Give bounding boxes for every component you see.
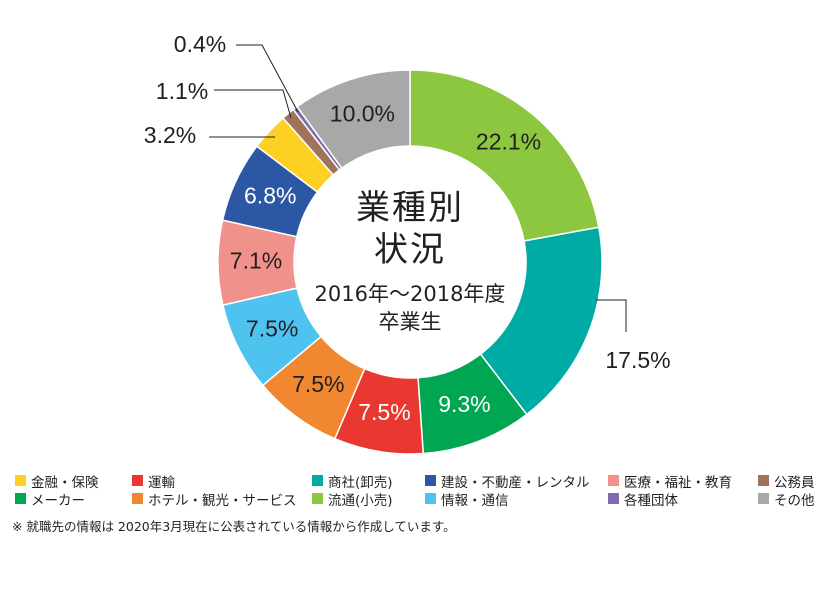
legend-item-6: 公務員: [758, 472, 815, 491]
leader-line-10: [214, 89, 292, 119]
legend-swatch: [15, 493, 26, 504]
legend-label: 運輸: [148, 474, 175, 491]
legend-label: 医療・福祉・教育: [624, 474, 732, 491]
slice-label-8: 6.8%: [244, 182, 296, 208]
legend-item-9: 流通(小売): [312, 490, 393, 509]
footnote: ※ 就職先の情報は 2020年3月現在に公表されている情報から作成しています。: [12, 519, 456, 534]
legend-swatch: [425, 493, 436, 504]
legend-swatch: [608, 475, 619, 486]
chart-subtitle-years: 2016年〜2018年度: [314, 282, 506, 306]
slice-label-4: 7.5%: [358, 399, 410, 425]
legend-swatch: [132, 475, 143, 486]
legend-label: 金融・保険: [31, 474, 99, 491]
slice-label-10: 1.1%: [156, 78, 208, 104]
chart-subtitle-graduates: 卒業生: [378, 310, 442, 334]
legend-label: メーカー: [31, 492, 85, 509]
legend-item-12: その他: [758, 490, 815, 509]
legend-item-3: 商社(卸売): [312, 472, 393, 491]
legend-swatch: [312, 493, 323, 504]
legend-item-8: ホテル・観光・サービス: [132, 490, 297, 509]
legend-item-10: 情報・通信: [425, 490, 509, 509]
slice-label-7: 7.1%: [230, 248, 282, 274]
legend-label: 各種団体: [624, 492, 678, 509]
slice-label-11: 0.4%: [174, 31, 226, 57]
legend-swatch: [758, 493, 769, 504]
slice-label-1: 22.1%: [476, 129, 541, 155]
legend-swatch: [758, 475, 769, 486]
leader-line-2: [596, 299, 627, 332]
slice-label-2: 17.5%: [605, 347, 670, 373]
donut-slice-1: [409, 69, 600, 242]
legend-item-5: 医療・福祉・教育: [608, 472, 732, 491]
slice-label-5: 7.5%: [292, 371, 344, 397]
leader-line-11: [236, 44, 299, 113]
legend-label: その他: [774, 492, 815, 509]
slice-label-3: 9.3%: [438, 391, 490, 417]
legend-swatch: [15, 475, 26, 486]
legend-label: ホテル・観光・サービス: [148, 492, 297, 509]
legend-label: 商社(卸売): [328, 474, 393, 491]
legend-item-4: 建設・不動産・レンタル: [425, 472, 590, 491]
legend-label: 流通(小売): [328, 492, 393, 509]
donut-slice-12: [296, 69, 411, 170]
legend-item-1: 金融・保険: [15, 472, 99, 491]
slice-label-9: 3.2%: [144, 122, 196, 148]
legend-label: 情報・通信: [441, 492, 509, 509]
legend-swatch: [312, 475, 323, 486]
slice-label-12: 10.0%: [330, 101, 395, 127]
legend-item-11: 各種団体: [608, 490, 678, 509]
legend-item-7: メーカー: [15, 490, 85, 509]
chart-title-line-1: 業種別: [356, 188, 464, 228]
legend-item-2: 運輸: [132, 472, 175, 491]
legend-swatch: [132, 493, 143, 504]
chart-title-line-2: 状況: [374, 230, 446, 270]
legend-swatch: [425, 475, 436, 486]
slice-label-6: 7.5%: [246, 316, 298, 342]
legend-label: 建設・不動産・レンタル: [441, 474, 590, 491]
legend-label: 公務員: [774, 474, 815, 491]
legend-swatch: [608, 493, 619, 504]
